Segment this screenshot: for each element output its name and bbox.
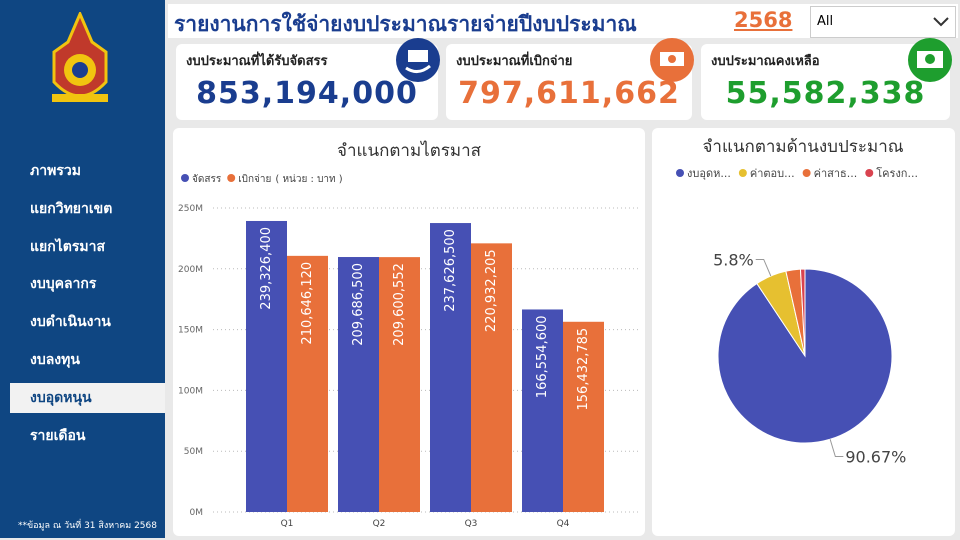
x-tick-label: Q3 — [465, 519, 478, 529]
header: รายงานการใช้จ่ายงบประมาณรายจ่ายปีงบประมา… — [168, 4, 958, 38]
legend-label: จัดสรร — [192, 174, 222, 185]
menu-item[interactable]: งบดำเนินงาน — [30, 314, 111, 331]
unit-note: ( หน่วย : บาท ) — [275, 174, 342, 185]
legend-marker — [676, 169, 684, 177]
legend-marker — [227, 174, 236, 182]
data-label: 5.8% — [713, 250, 754, 269]
menu-item[interactable]: งบอุดหนุน — [10, 382, 165, 413]
menu-item[interactable]: แยกวิทยาเขต — [30, 200, 113, 217]
pie-slice — [799, 268, 806, 357]
data-label: 239,326,400 — [259, 227, 274, 310]
chart-title: จำแนกตามไตรมาส — [337, 140, 482, 161]
bar — [287, 255, 328, 512]
bar — [563, 321, 604, 512]
legend-label: โครงก... — [876, 166, 918, 180]
x-tick-label: Q4 — [557, 519, 570, 529]
card-label: งบประมาณที่ได้รับจัดสรร — [186, 54, 328, 69]
logo — [52, 12, 108, 102]
legend-label: ค่าตอบ... — [750, 167, 795, 180]
card-value: 853,194,000 — [196, 76, 418, 111]
card: งบประมาณคงเหลือ 55,582,338 — [701, 38, 952, 120]
year: 2568 — [734, 8, 793, 32]
menu-item[interactable]: แยกไตรมาส — [30, 238, 105, 255]
legend-label: ค่าสาธ... — [814, 167, 858, 180]
y-tick-label: 250M — [178, 204, 203, 214]
filter-dropdown[interactable]: All — [810, 6, 956, 38]
menu-item[interactable]: งบลงทุน — [30, 352, 80, 368]
card-value: 797,611,662 — [458, 76, 680, 111]
card-label: งบประมาณที่เบิกจ่าย — [456, 54, 573, 69]
bar — [246, 220, 287, 512]
x-tick-label: Q1 — [281, 519, 294, 529]
card-value: 55,582,338 — [725, 76, 926, 111]
chevron — [933, 17, 949, 27]
menu-item[interactable]: ภาพรวม — [30, 163, 81, 179]
bar — [379, 257, 420, 512]
y-tick-label: 0M — [190, 508, 204, 518]
card-label: งบประมาณคงเหลือ — [711, 54, 820, 69]
card: งบประมาณที่ได้รับจัดสรร 853,194,000 — [176, 38, 440, 120]
x-tick-label: Q2 — [373, 519, 386, 529]
menu-item[interactable]: รายเดือน — [30, 427, 86, 444]
menu-item[interactable]: งบบุคลากร — [30, 276, 97, 293]
bar — [338, 257, 379, 512]
data-label: 220,932,205 — [484, 249, 499, 332]
legend-marker — [865, 169, 874, 177]
leader-line — [755, 258, 772, 277]
bar-panel: จำแนกตามไตรมาสจัดสรร เบิกจ่าย ( หน่วย : บา… — [173, 128, 645, 536]
filter-value: All — [817, 14, 834, 29]
card: งบประมาณที่เบิกจ่าย 797,611,662 — [446, 38, 694, 120]
y-tick-label: 150M — [178, 326, 203, 336]
bar — [430, 223, 471, 512]
legend-marker — [738, 169, 747, 177]
data-label: 166,554,600 — [535, 315, 550, 398]
legend-marker — [181, 174, 189, 182]
icon — [650, 38, 694, 82]
bar — [471, 243, 512, 512]
y-tick-label: 50M — [184, 447, 203, 457]
footnote: **ข้อมูล ณ วันที่ 31 สิงหาคม 2568 — [18, 521, 157, 531]
legend-label: งบอุดห... — [687, 167, 731, 180]
chart-title: จำแนกตามด้านงบประมาณ — [702, 137, 903, 157]
legend-label: เบิกจ่าย — [238, 174, 271, 185]
data-label: 210,646,120 — [300, 262, 315, 345]
y-tick-label: 100M — [178, 386, 203, 396]
y-tick-label: 200M — [178, 265, 203, 275]
data-label: 209,600,552 — [392, 263, 407, 346]
icon — [396, 38, 440, 82]
data-label: 90.67% — [845, 448, 906, 467]
title: รายงานการใช้จ่ายงบประมาณรายจ่ายปีงบประมา… — [174, 12, 637, 36]
legend-marker — [802, 169, 811, 177]
data-label: 237,626,500 — [443, 229, 458, 312]
data-label: 209,686,500 — [351, 263, 366, 346]
sidebar: ภาพรวมแยกวิทยาเขตแยกไตรมาสงบบุคลากรงบดำเ… — [0, 0, 165, 538]
icon — [908, 38, 952, 82]
pie-panel: จำแนกตามด้านงบประมาณงบอุดห... ค่าตอบ... ค่… — [652, 128, 955, 536]
bar — [522, 309, 563, 512]
data-label: 156,432,785 — [576, 328, 591, 411]
leader-line — [829, 439, 844, 458]
